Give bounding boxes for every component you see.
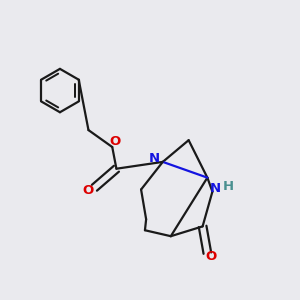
Text: O: O: [82, 184, 94, 197]
Text: O: O: [206, 250, 217, 263]
Text: N: N: [210, 182, 221, 195]
Text: H: H: [222, 180, 233, 193]
Text: O: O: [110, 135, 121, 148]
Text: N: N: [149, 152, 160, 165]
